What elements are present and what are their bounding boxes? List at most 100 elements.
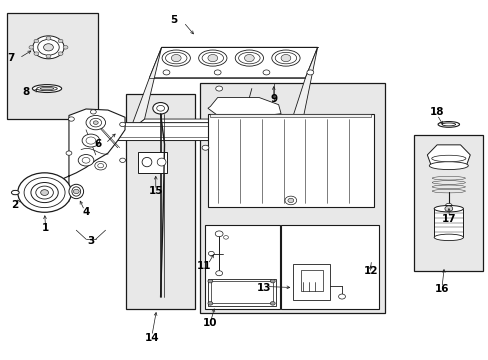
Bar	[199, 83, 384, 313]
Ellipse shape	[437, 122, 459, 127]
Text: 16: 16	[434, 284, 448, 294]
Circle shape	[207, 279, 212, 283]
Circle shape	[157, 105, 164, 111]
Circle shape	[86, 137, 96, 144]
Bar	[204, 225, 280, 309]
Circle shape	[171, 54, 181, 62]
Ellipse shape	[275, 52, 296, 64]
Ellipse shape	[198, 50, 226, 66]
Circle shape	[66, 151, 72, 155]
Circle shape	[58, 52, 63, 55]
Text: 15: 15	[148, 186, 163, 197]
Polygon shape	[98, 121, 113, 142]
Circle shape	[90, 110, 96, 114]
Polygon shape	[149, 47, 317, 78]
Circle shape	[29, 45, 34, 49]
Ellipse shape	[441, 123, 455, 126]
Circle shape	[18, 173, 71, 212]
Text: 11: 11	[197, 261, 211, 271]
Text: 5: 5	[170, 15, 177, 26]
Circle shape	[34, 39, 39, 43]
Ellipse shape	[11, 190, 19, 195]
Text: 17: 17	[441, 215, 456, 224]
Circle shape	[38, 40, 59, 55]
Text: 13: 13	[256, 283, 271, 293]
Circle shape	[93, 121, 98, 125]
Polygon shape	[61, 109, 125, 202]
Text: 8: 8	[22, 87, 30, 97]
Bar	[138, 152, 167, 173]
Ellipse shape	[433, 206, 463, 212]
Circle shape	[215, 86, 222, 91]
Bar	[207, 279, 276, 306]
Circle shape	[215, 231, 223, 237]
Text: 7: 7	[8, 53, 15, 63]
Circle shape	[41, 190, 48, 195]
Ellipse shape	[72, 187, 81, 196]
Circle shape	[338, 294, 345, 299]
Ellipse shape	[428, 162, 468, 170]
Circle shape	[208, 251, 214, 256]
Bar	[207, 114, 373, 207]
Circle shape	[207, 302, 212, 305]
Circle shape	[244, 54, 254, 62]
Ellipse shape	[165, 52, 186, 64]
Circle shape	[202, 145, 208, 150]
Circle shape	[287, 198, 293, 203]
Polygon shape	[130, 47, 161, 131]
Circle shape	[445, 203, 451, 208]
Polygon shape	[91, 123, 305, 140]
Text: 10: 10	[203, 319, 217, 328]
Circle shape	[78, 154, 94, 166]
Text: 4: 4	[82, 207, 89, 217]
Text: 12: 12	[363, 266, 378, 276]
Polygon shape	[91, 125, 105, 139]
Ellipse shape	[235, 50, 263, 66]
Circle shape	[214, 70, 221, 75]
Ellipse shape	[40, 87, 54, 90]
Ellipse shape	[32, 85, 61, 93]
Circle shape	[90, 118, 102, 127]
Circle shape	[46, 54, 51, 58]
Bar	[281, 225, 378, 309]
Circle shape	[63, 45, 68, 49]
Circle shape	[285, 196, 296, 205]
Circle shape	[82, 157, 90, 163]
Bar	[413, 135, 483, 271]
Ellipse shape	[157, 158, 165, 166]
Circle shape	[270, 302, 275, 305]
Text: 14: 14	[144, 333, 159, 343]
Circle shape	[98, 163, 103, 168]
Circle shape	[31, 183, 58, 203]
Circle shape	[207, 54, 217, 62]
Circle shape	[223, 235, 228, 239]
Circle shape	[43, 44, 53, 51]
Ellipse shape	[433, 234, 463, 240]
Text: 3: 3	[87, 236, 94, 246]
Text: 2: 2	[11, 200, 18, 210]
Circle shape	[73, 189, 79, 194]
Circle shape	[153, 103, 168, 114]
Circle shape	[120, 158, 125, 162]
Bar	[6, 13, 98, 119]
Ellipse shape	[162, 50, 190, 66]
Circle shape	[33, 36, 64, 59]
Circle shape	[281, 54, 290, 62]
Circle shape	[444, 206, 452, 212]
Circle shape	[163, 70, 169, 75]
Circle shape	[34, 52, 39, 55]
Ellipse shape	[431, 155, 465, 162]
Circle shape	[270, 279, 275, 283]
Polygon shape	[288, 47, 317, 131]
Circle shape	[263, 70, 269, 75]
Circle shape	[36, 186, 53, 199]
Ellipse shape	[238, 52, 260, 64]
Circle shape	[215, 271, 222, 276]
Ellipse shape	[202, 52, 223, 64]
Circle shape	[306, 70, 313, 75]
Polygon shape	[130, 119, 303, 131]
Ellipse shape	[69, 184, 83, 199]
Polygon shape	[427, 145, 469, 166]
Ellipse shape	[142, 157, 152, 167]
Circle shape	[68, 117, 74, 121]
